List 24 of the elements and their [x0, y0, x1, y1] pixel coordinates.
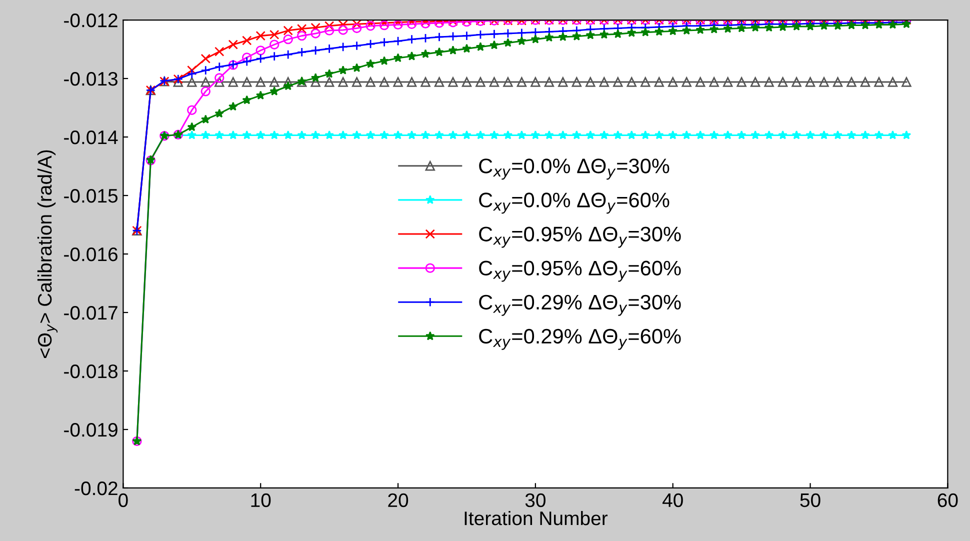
x-tick-label: 10 [251, 493, 271, 508]
x-tick-label: 0 [118, 493, 128, 508]
y-tick-label: -0.014 [64, 130, 118, 144]
x-tick-label: 20 [388, 493, 408, 508]
y-tick-label: -0.018 [64, 364, 118, 378]
x-tick-label: 30 [525, 493, 546, 508]
x-tick-label: 60 [938, 493, 958, 508]
y-tick-label: -0.012 [64, 13, 118, 28]
y-axis-title: <Θ$_{y}$> Calibration (rad/A) [37, 150, 58, 358]
legend-label: C$_{xy}$=0.0% ΔΘ$_{y}$=60% [479, 192, 670, 214]
x-tick-label: 50 [800, 493, 820, 508]
legend-label: C$_{xy}$=0.29% ΔΘ$_{y}$=60% [479, 328, 681, 350]
y-tick-label: -0.019 [64, 422, 118, 437]
legend-label: C$_{xy}$=0.95% ΔΘ$_{y}$=30% [479, 226, 681, 248]
y-tick-label: -0.013 [64, 72, 118, 86]
y-tick-label: -0.02 [74, 481, 118, 496]
x-axis-title: Iteration Number [464, 510, 608, 526]
y-tick-label: -0.016 [64, 247, 118, 262]
y-tick-label: -0.017 [64, 306, 118, 320]
legend-label: C$_{xy}$=0.95% ΔΘ$_{y}$=60% [479, 260, 681, 282]
legend-label: C$_{xy}$=0.29% ΔΘ$_{y}$=30% [479, 294, 681, 316]
y-tick-label: -0.015 [64, 188, 118, 203]
legend-label: C$_{xy}$=0.0% ΔΘ$_{y}$=30% [479, 158, 670, 180]
x-tick-label: 40 [662, 493, 683, 508]
